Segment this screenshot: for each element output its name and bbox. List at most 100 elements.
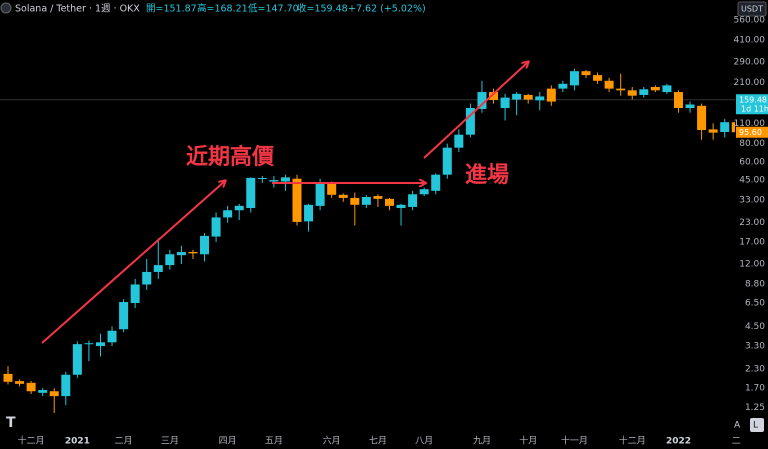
y-tick-label: 560.00 [734, 15, 766, 25]
x-tick-label: 十二月 [18, 435, 45, 447]
currency[interactable]: USDT [741, 5, 763, 14]
x-tick-label: 十月 [519, 435, 537, 447]
candle-body [107, 330, 117, 343]
candle-body [408, 194, 418, 207]
candle-body [84, 343, 94, 345]
auto-button[interactable] [731, 418, 745, 432]
stat: +7.62 (+5.02%) [348, 4, 426, 15]
price-label-box [736, 126, 768, 138]
candle-body [95, 342, 105, 347]
y-tick-label: 1.25 [745, 403, 765, 413]
y-tick-label: 6.50 [745, 298, 765, 308]
candle-body [384, 198, 394, 206]
candle-body [720, 122, 730, 132]
candle-body [731, 122, 735, 133]
symbol-icon [0, 2, 12, 14]
candle-body [396, 204, 406, 209]
y-tick-label: 23.00 [739, 218, 765, 228]
stat: 高=168.21 [197, 3, 248, 15]
x-tick-label: 九月 [473, 436, 491, 447]
candle-body [708, 129, 718, 133]
price-label: 159.48 [739, 95, 767, 104]
x-tick-label: 五月 [265, 436, 283, 447]
y-tick-label: 290.00 [734, 57, 766, 67]
candle-body [327, 182, 337, 195]
y-tick-label: 33.00 [739, 195, 765, 205]
y-tick-label: 210.00 [734, 78, 766, 88]
y-tick-label: 12.00 [739, 260, 765, 270]
candle-body [639, 89, 649, 95]
arrow [423, 62, 528, 159]
stat: 收=159.48 [297, 3, 348, 15]
candle-body [523, 94, 533, 100]
y-tick-label: 110.00 [734, 119, 766, 129]
x-tick-label: 六月 [323, 435, 341, 447]
candle-body [165, 254, 175, 266]
candle-body [315, 182, 325, 206]
x-tick-label: 七月 [369, 436, 387, 447]
candle-body [350, 197, 360, 205]
logo: T [6, 415, 16, 431]
currency-button[interactable] [737, 1, 767, 17]
candle-body [15, 381, 25, 384]
candle-body [535, 96, 545, 101]
x-tick-label: 2021 [65, 437, 90, 447]
candle-body [200, 235, 210, 255]
price-label-box [736, 94, 768, 115]
candle-body [500, 97, 510, 109]
log-label[interactable]: L [753, 421, 758, 431]
candle-body [650, 86, 660, 91]
log-button[interactable] [750, 418, 764, 432]
candle-body [627, 90, 637, 96]
arrow [41, 181, 225, 344]
candle-body [72, 344, 82, 375]
x-tick-label: 二月 [115, 436, 133, 447]
candle-body [604, 80, 614, 89]
candle-body [454, 134, 464, 148]
candle-body [234, 205, 244, 211]
annotation: 近期高價 [186, 144, 275, 170]
symbol: Solana / Tether · 1週 · OKX [15, 3, 140, 15]
candle-body [246, 177, 256, 209]
y-tick-label: 45.00 [739, 176, 765, 186]
candle-body [304, 204, 314, 222]
x-tick-label: 三月 [161, 436, 179, 447]
stat: 低=147.70 [248, 3, 299, 15]
candle-body [373, 196, 383, 199]
y-tick-label: 3.30 [745, 342, 765, 352]
candle-body [176, 252, 186, 256]
candle-body [419, 189, 429, 195]
candle-body [153, 265, 163, 272]
candle-body [292, 178, 302, 222]
price-label: 95.60 [739, 128, 762, 137]
candle-body [280, 177, 290, 182]
x-tick-label: 八月 [415, 436, 433, 447]
x-tick-label: 2022 [666, 437, 691, 447]
candle-body [38, 390, 48, 393]
x-tick-label: 二 [732, 437, 741, 447]
y-tick-label: 1.70 [745, 384, 765, 394]
x-tick-label: 十二月 [619, 435, 646, 447]
candle-body [61, 374, 71, 397]
candle-body [188, 252, 198, 254]
candle-body [119, 302, 129, 330]
y-tick-label: 80.00 [739, 139, 765, 149]
candle-body [431, 174, 441, 191]
candle-body [257, 178, 267, 180]
y-tick-label: 2.30 [745, 364, 765, 374]
candle-body [662, 85, 672, 93]
candle-body [489, 92, 499, 100]
candle-body [546, 88, 556, 102]
candle-body [477, 92, 487, 109]
auto-label[interactable]: A [734, 421, 741, 431]
candle-body [361, 196, 371, 205]
candle-body [3, 373, 13, 382]
candle-body [442, 147, 452, 175]
candle-body [130, 284, 140, 303]
y-tick-label: 17.00 [739, 237, 765, 247]
x-tick-label: 十一月 [561, 435, 588, 447]
y-tick-label: 410.00 [734, 35, 766, 45]
candle-body [512, 93, 522, 100]
